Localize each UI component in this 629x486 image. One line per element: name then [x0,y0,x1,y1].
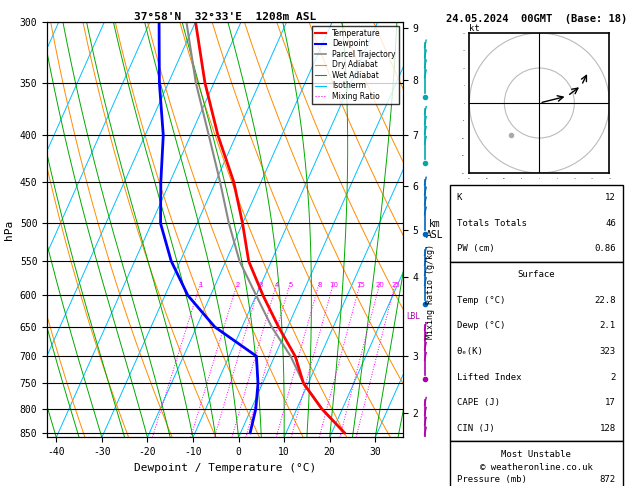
Text: K: K [457,193,462,202]
Bar [450,185,623,261]
Text: 20: 20 [376,282,384,288]
X-axis label: Dewpoint / Temperature (°C): Dewpoint / Temperature (°C) [134,463,316,473]
Text: Totals Totals: Totals Totals [457,219,526,227]
Text: θₑ(K): θₑ(K) [457,347,484,356]
Text: 323: 323 [599,347,616,356]
Bar [450,441,623,486]
Text: 37°58'N  32°33'E  1208m ASL: 37°58'N 32°33'E 1208m ASL [134,12,316,22]
Legend: Temperature, Dewpoint, Parcel Trajectory, Dry Adiabat, Wet Adiabat, Isotherm, Mi: Temperature, Dewpoint, Parcel Trajectory… [311,26,399,104]
Text: Temp (°C): Temp (°C) [457,295,505,305]
Text: 3: 3 [258,282,263,288]
Text: 5: 5 [288,282,292,288]
Text: CIN (J): CIN (J) [457,424,494,433]
Text: 0.86: 0.86 [594,244,616,253]
Text: 22.8: 22.8 [594,295,616,305]
Text: 1: 1 [199,282,203,288]
Text: 24.05.2024  00GMT  (Base: 18): 24.05.2024 00GMT (Base: 18) [445,15,627,24]
Text: 4: 4 [275,282,279,288]
Text: 8: 8 [317,282,322,288]
Text: Dewp (°C): Dewp (°C) [457,321,505,330]
Text: Lifted Index: Lifted Index [457,373,521,382]
Text: PW (cm): PW (cm) [457,244,494,253]
Y-axis label: hPa: hPa [4,220,14,240]
Text: 25: 25 [391,282,400,288]
Text: 2: 2 [610,373,616,382]
Text: Most Unstable: Most Unstable [501,450,571,459]
Bar [450,261,623,441]
Text: 10: 10 [329,282,338,288]
Text: 17: 17 [605,399,616,407]
Text: 2: 2 [235,282,240,288]
Text: LBL: LBL [406,312,420,321]
Text: Surface: Surface [518,270,555,279]
Text: kt: kt [469,24,480,33]
Text: © weatheronline.co.uk: © weatheronline.co.uk [480,463,593,471]
Text: 2.1: 2.1 [599,321,616,330]
Text: 12: 12 [605,193,616,202]
Text: 872: 872 [599,475,616,484]
Text: 15: 15 [356,282,365,288]
Text: 128: 128 [599,424,616,433]
Text: CAPE (J): CAPE (J) [457,399,499,407]
Y-axis label: km
ASL: km ASL [426,219,443,241]
Text: Pressure (mb): Pressure (mb) [457,475,526,484]
Text: 46: 46 [605,219,616,227]
Text: Mixing Ratio (g/kg): Mixing Ratio (g/kg) [426,244,435,339]
